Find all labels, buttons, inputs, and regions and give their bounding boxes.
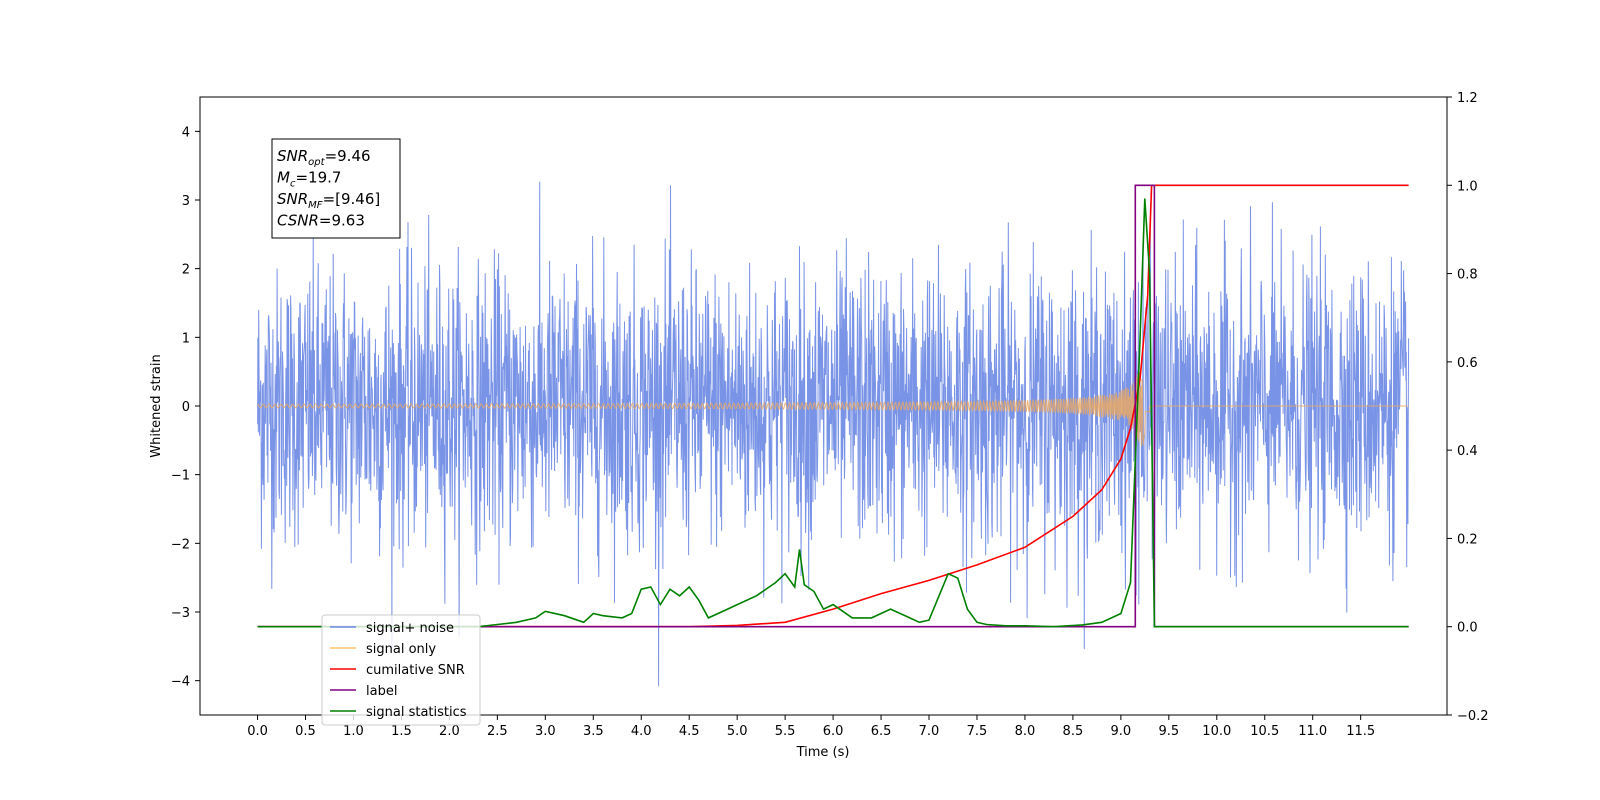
legend-label: label <box>366 684 397 699</box>
y-tick-label: 1 <box>182 331 190 346</box>
y-tick-label: −2 <box>171 537 190 552</box>
y-tick-label: 4 <box>182 125 190 140</box>
legend: signal+ noise signal only cumilative SNR la… <box>321 614 481 726</box>
annotation-line: SNRMF=[9.46] <box>277 190 380 211</box>
x-tick-label: 7.0 <box>919 724 940 739</box>
x-tick-label: 6.5 <box>871 724 892 739</box>
y2-tick-label: 0.6 <box>1457 356 1478 371</box>
legend-frame <box>321 614 481 726</box>
y-axis-label: Whitened strain <box>149 354 164 457</box>
y2-tick-label: 0.2 <box>1457 532 1478 547</box>
legend-label: signal+ noise <box>366 621 454 636</box>
plot-area <box>257 181 1410 687</box>
y-axis-right: −0.2 0.0 0.2 0.4 0.6 0.8 1.0 1.2 <box>1447 91 1489 724</box>
x-tick-label: 2.5 <box>487 724 508 739</box>
x-tick-label: 4.0 <box>631 724 652 739</box>
x-tick-label: 8.5 <box>1063 724 1084 739</box>
x-tick-label: 11.0 <box>1298 724 1327 739</box>
x-tick-label: 11.5 <box>1346 724 1375 739</box>
annotation-line: SNRopt=9.46 <box>277 147 371 168</box>
y2-tick-label: 0.0 <box>1457 621 1478 636</box>
y-axis-left: −4 −3 −2 −1 0 1 2 3 4 <box>171 125 200 690</box>
y2-tick-label: 1.0 <box>1457 179 1478 194</box>
x-tick-label: 2.0 <box>439 724 460 739</box>
x-axis-label: Time (s) <box>796 745 850 760</box>
y2-tick-label: −0.2 <box>1457 709 1489 724</box>
y-tick-label: −1 <box>171 469 190 484</box>
y-tick-label: 0 <box>182 400 190 415</box>
y-tick-label: −3 <box>171 606 190 621</box>
x-tick-label: 7.5 <box>967 724 988 739</box>
x-tick-label: 1.0 <box>343 724 364 739</box>
y2-tick-label: 1.2 <box>1457 91 1478 106</box>
x-tick-label: 5.5 <box>775 724 796 739</box>
x-tick-label: 3.0 <box>535 724 556 739</box>
annotation-line: CSNR=9.63 <box>277 212 365 230</box>
series-line-signal-only <box>257 371 1409 447</box>
legend-label: signal statistics <box>366 705 467 720</box>
legend-label: cumilative SNR <box>366 663 465 678</box>
series-line-signal-statistics <box>257 198 1409 628</box>
x-tick-label: 8.0 <box>1015 724 1036 739</box>
x-tick-label: 10.0 <box>1202 724 1231 739</box>
x-axis: 0.0 0.5 1.0 1.5 2.0 2.5 3.0 3.5 4.0 4.5 5.0 5.5 6.0 6… <box>247 715 1375 739</box>
x-tick-label: 6.0 <box>823 724 844 739</box>
x-tick-label: 5.0 <box>727 724 748 739</box>
x-tick-label: 10.5 <box>1250 724 1279 739</box>
series-line-signal-noise <box>257 181 1410 687</box>
series-line-cumilative-snr <box>257 184 1409 628</box>
y-tick-label: 2 <box>182 263 190 278</box>
y2-tick-label: 0.8 <box>1457 268 1478 283</box>
x-tick-label: 1.5 <box>391 724 412 739</box>
annotation-frame <box>271 138 401 239</box>
annotation-line: Mc=19.7 <box>277 169 341 190</box>
x-tick-label: 3.5 <box>583 724 604 739</box>
x-tick-label: 0.0 <box>247 724 268 739</box>
y2-tick-label: 0.4 <box>1457 444 1478 459</box>
x-tick-label: 0.5 <box>295 724 316 739</box>
y-tick-label: −4 <box>171 675 190 690</box>
x-tick-label: 4.5 <box>679 724 700 739</box>
x-tick-label: 9.5 <box>1158 724 1179 739</box>
x-tick-label: 9.0 <box>1111 724 1132 739</box>
legend-label: signal only <box>366 642 436 657</box>
y-tick-label: 3 <box>182 194 190 209</box>
